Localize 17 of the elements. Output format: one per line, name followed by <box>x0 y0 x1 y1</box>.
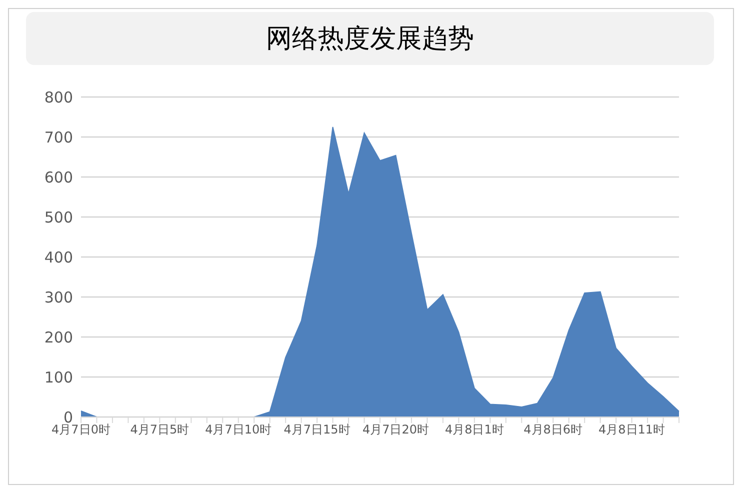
x-tick-label: 4月7日0时 <box>52 422 110 437</box>
x-tick-label: 4月7日5时 <box>130 422 190 437</box>
x-tick-label: 4月8日6时 <box>524 422 583 437</box>
y-tick-label: 700 <box>44 128 73 146</box>
y-tick-label: 300 <box>44 288 73 306</box>
chart-title: 网络热度发展趋势 <box>26 12 714 65</box>
y-tick-label: 600 <box>44 168 73 186</box>
x-tick-label: 4月8日1时 <box>444 422 504 437</box>
x-tick-label: 4月8日11时 <box>598 422 666 437</box>
y-tick-label: 400 <box>44 248 73 266</box>
y-tick-label: 200 <box>44 328 73 346</box>
x-tick-label: 4月7日15时 <box>284 422 350 437</box>
x-tick-label: 4月7日20时 <box>362 422 430 437</box>
y-tick-label: 500 <box>44 208 73 226</box>
y-tick-label: 100 <box>44 368 73 386</box>
y-tick-label: 800 <box>44 88 73 106</box>
x-tick-label: 4月7日10时 <box>205 422 272 437</box>
